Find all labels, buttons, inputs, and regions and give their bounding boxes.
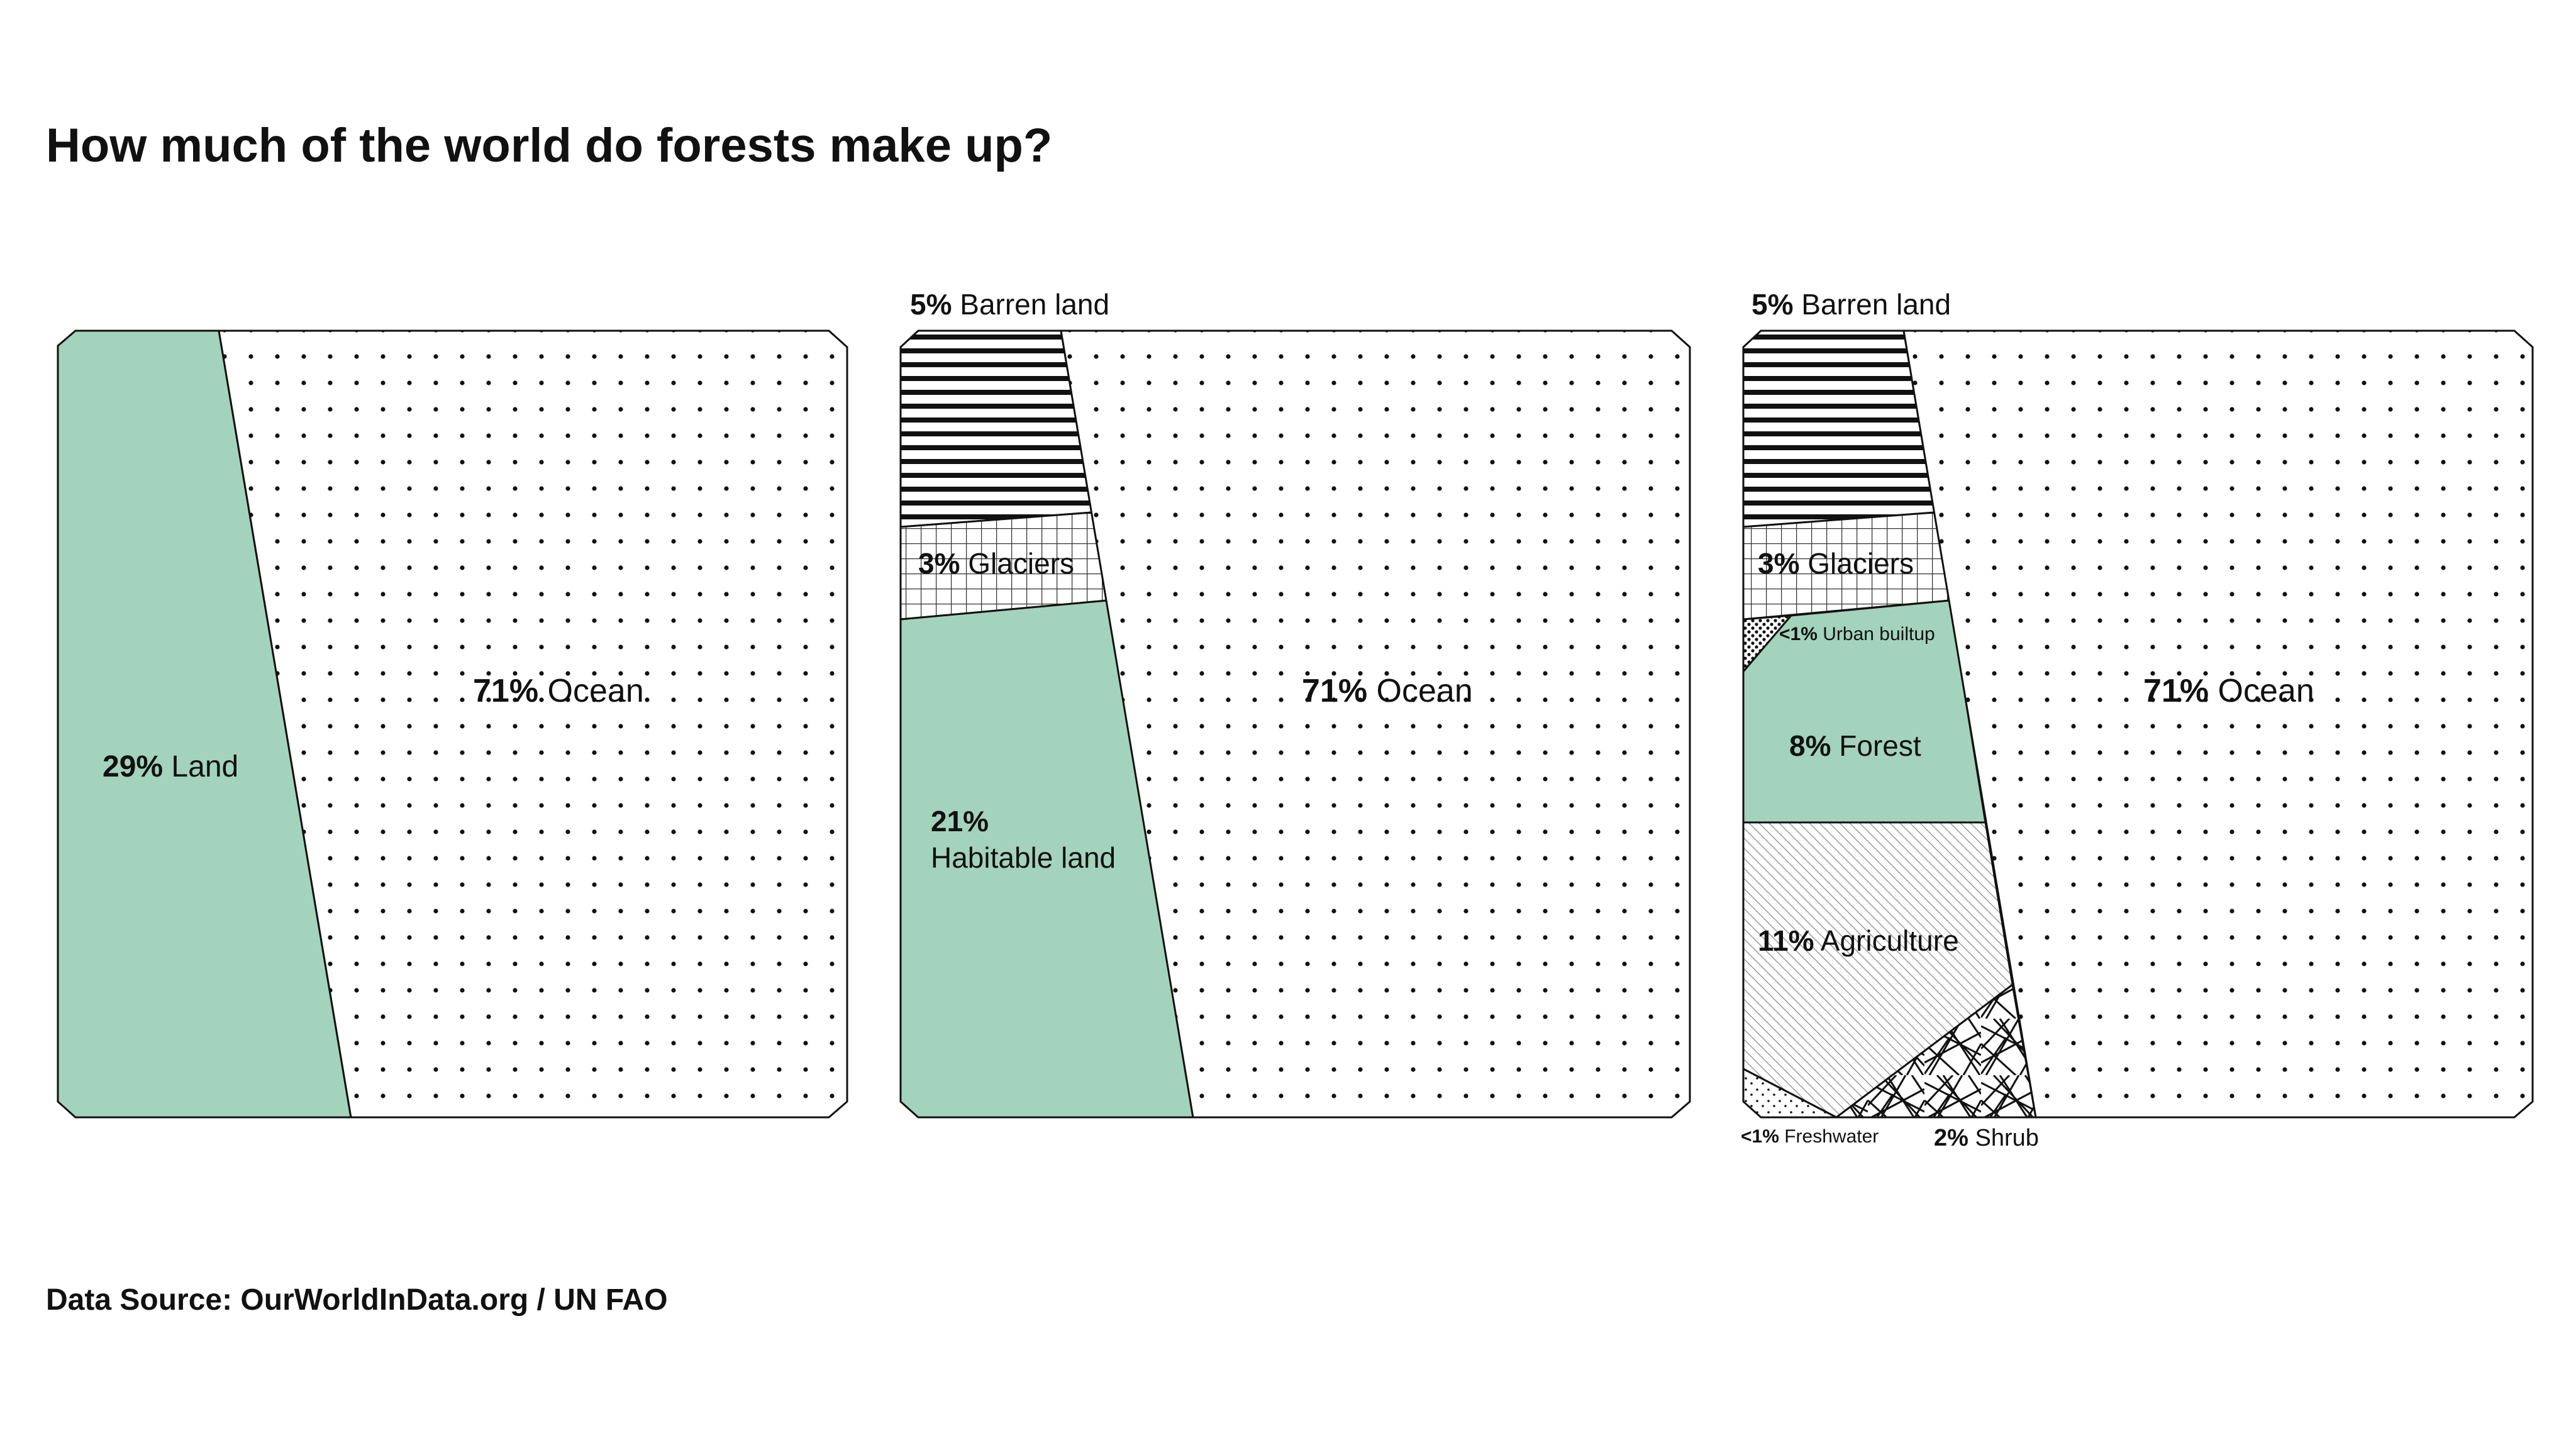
segment-freshwater	[1742, 1067, 1837, 1119]
label-habitable-value: 21%	[931, 805, 989, 838]
label-habitable-name: Habitable land	[931, 841, 1116, 874]
label-ocean: 71% Ocean	[473, 673, 644, 709]
panel-land-breakdown: 5% Barren land 3% Glaciers 21% Habitable…	[899, 288, 1691, 1119]
panel-land-ocean: 29% Land 71% Ocean	[57, 329, 848, 1119]
segment-ocean	[1060, 329, 1691, 1119]
segment-ocean	[218, 329, 848, 1119]
label-barren-land: 5% Barren land	[910, 288, 1109, 321]
label-agriculture: 11% Agriculture	[1758, 924, 1959, 957]
label-freshwater: <1% Freshwater	[1741, 1126, 1879, 1147]
label-glaciers: 3% Glaciers	[918, 547, 1074, 580]
label-ocean: 71% Ocean	[2143, 673, 2314, 709]
label-barren-land: 5% Barren land	[1752, 288, 1951, 321]
chart-title: How much of the world do forests make up…	[46, 119, 1053, 172]
label-urban-builtup: <1% Urban builtup	[1779, 624, 1935, 644]
label-ocean: 71% Ocean	[1302, 673, 1473, 709]
label-land: 29% Land	[103, 750, 238, 783]
segment-ocean	[1902, 329, 2534, 1119]
segment-barren-land	[899, 329, 1093, 528]
panel-habitable-breakdown: 5% Barren land 3% Glaciers <1% Urban bui…	[1741, 288, 2534, 1151]
data-source: Data Source: OurWorldInData.org / UN FAO	[46, 1283, 668, 1317]
label-shrub: 2% Shrub	[1934, 1125, 2039, 1151]
segment-habitable-land	[899, 599, 1194, 1119]
segment-barren-land	[1742, 329, 1936, 528]
label-forest: 8% Forest	[1789, 729, 1921, 762]
label-glaciers: 3% Glaciers	[1758, 547, 1914, 580]
